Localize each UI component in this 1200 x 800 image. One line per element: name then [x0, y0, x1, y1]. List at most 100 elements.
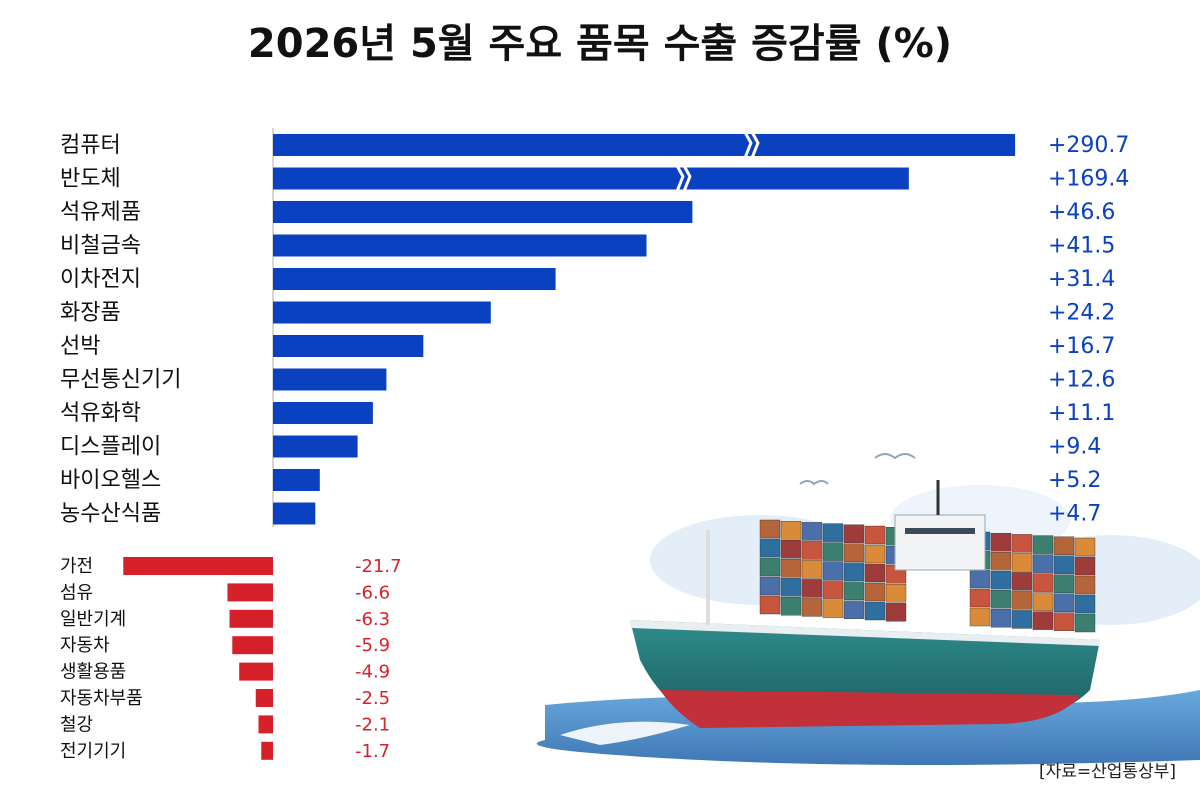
container — [822, 580, 844, 599]
container — [780, 540, 802, 559]
container — [780, 578, 802, 597]
category-label: 컴퓨터 — [60, 133, 121, 158]
container — [759, 519, 781, 539]
container — [1032, 592, 1054, 611]
category-label: 농수산식품 — [60, 502, 161, 527]
bar — [239, 662, 273, 681]
bar — [273, 368, 387, 391]
container — [1032, 573, 1054, 592]
container — [801, 522, 823, 541]
container — [759, 538, 781, 558]
container — [843, 581, 865, 600]
container — [759, 576, 781, 596]
hull-bottom — [660, 690, 1080, 728]
container — [864, 601, 886, 621]
deck — [630, 620, 1100, 646]
container — [801, 598, 823, 617]
container — [864, 582, 886, 602]
value-label: +4.7 — [1048, 502, 1101, 527]
value-label: +9.4 — [1048, 435, 1101, 460]
value-label: -21.7 — [355, 556, 402, 577]
value-label: -5.9 — [355, 635, 390, 656]
container — [1074, 575, 1096, 595]
axis-break — [682, 164, 692, 193]
container — [822, 599, 844, 618]
category-label: 석유화학 — [60, 401, 141, 426]
value-label: +16.7 — [1048, 334, 1115, 359]
bar — [229, 609, 273, 628]
container — [822, 542, 844, 561]
value-label: -6.6 — [355, 582, 390, 603]
value-label: -2.5 — [355, 688, 390, 709]
value-label: +31.4 — [1048, 267, 1115, 292]
value-label: -4.9 — [355, 662, 390, 683]
category-label: 전기기기 — [60, 741, 126, 762]
category-label: 가전 — [60, 556, 93, 577]
container — [1074, 556, 1096, 576]
category-label: 이차전지 — [60, 267, 141, 292]
category-label: 섬유 — [60, 582, 93, 603]
container — [1032, 554, 1054, 573]
container — [1011, 610, 1033, 629]
container — [801, 541, 823, 560]
bar — [273, 469, 320, 491]
container — [885, 603, 907, 622]
bridge — [894, 514, 986, 571]
category-label: 석유제품 — [60, 200, 141, 225]
category-label: 철강 — [60, 714, 93, 735]
container — [864, 544, 886, 564]
container — [822, 523, 844, 542]
container — [1053, 555, 1075, 574]
container — [1074, 613, 1096, 633]
container — [1074, 537, 1096, 557]
container — [990, 590, 1012, 609]
value-label: +11.1 — [1048, 401, 1115, 426]
container — [780, 521, 802, 540]
container — [780, 597, 802, 616]
bar — [273, 268, 556, 290]
bar — [227, 583, 273, 602]
bird — [874, 453, 916, 460]
container — [1011, 572, 1033, 591]
value-label: +24.2 — [1048, 301, 1115, 326]
value-label: -2.1 — [355, 714, 390, 735]
container — [843, 543, 865, 562]
container — [1011, 591, 1033, 610]
bar — [273, 134, 1016, 156]
value-label: +46.6 — [1048, 200, 1115, 225]
bar — [273, 201, 693, 223]
container — [1074, 594, 1096, 614]
bird — [799, 480, 829, 486]
container — [990, 533, 1012, 552]
value-label: +41.5 — [1048, 234, 1115, 259]
ship-illustration — [536, 453, 1200, 765]
container — [969, 569, 991, 589]
container — [885, 584, 907, 603]
axis-break — [675, 164, 685, 193]
category-label: 화장품 — [60, 301, 121, 326]
category-label: 일반기계 — [60, 609, 126, 630]
axis-break — [750, 131, 760, 159]
bar — [273, 167, 909, 190]
container — [990, 552, 1012, 571]
container — [969, 607, 991, 627]
category-label: 비철금속 — [60, 234, 141, 259]
bar — [273, 435, 358, 458]
wave — [560, 721, 690, 745]
container — [1011, 534, 1033, 553]
category-label: 반도체 — [60, 167, 121, 192]
category-label: 바이오헬스 — [60, 468, 161, 493]
container — [1032, 611, 1054, 630]
container — [822, 561, 844, 580]
bar — [232, 636, 273, 655]
bridge-windows — [905, 528, 975, 534]
bar — [261, 741, 273, 760]
value-label: +169.4 — [1048, 167, 1129, 192]
container — [1053, 574, 1075, 593]
container — [864, 525, 886, 545]
container — [990, 609, 1012, 628]
category-label: 자동차 — [60, 635, 110, 656]
container — [969, 588, 991, 608]
chart-title: 2026년 5월 주요 품목 수출 증감률 (%) — [248, 21, 952, 67]
